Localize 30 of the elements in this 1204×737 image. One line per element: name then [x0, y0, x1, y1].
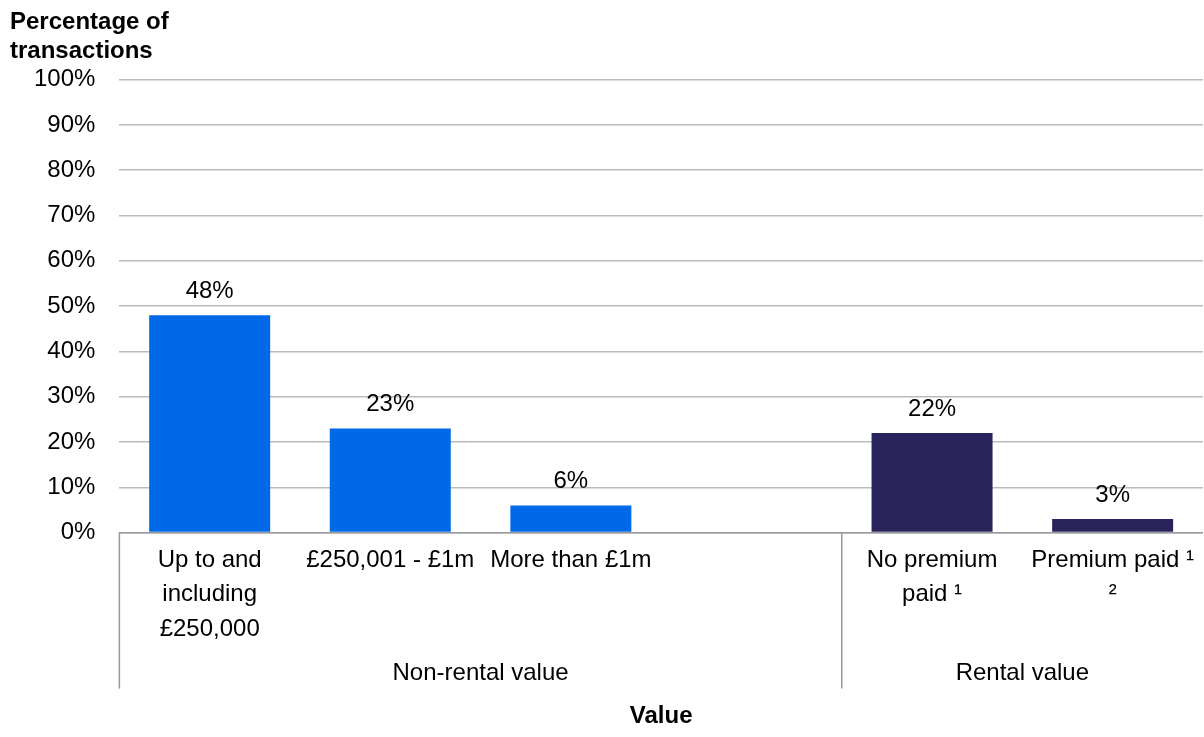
- text: Non-rental value: [392, 658, 569, 686]
- data-label: 22%: [908, 393, 957, 421]
- y-tick-label: 0%: [60, 517, 96, 545]
- data-label: 6%: [553, 466, 589, 494]
- x-tick-label: More than £1m: [490, 544, 652, 572]
- x-axis-title: Value: [629, 701, 693, 729]
- bar: [149, 315, 271, 532]
- bar: [329, 428, 451, 532]
- x-tick-label: Up to and including £250,000: [157, 544, 262, 642]
- data-label: 23%: [366, 389, 415, 417]
- y-tick-label: 90%: [47, 109, 96, 137]
- y-tick-label: 10%: [47, 471, 96, 499]
- x-tick-label: Premium paid ¹ ²: [1031, 544, 1195, 607]
- y-tick-label: 100%: [33, 64, 96, 92]
- y-tick-label: 50%: [47, 290, 96, 318]
- bar: [510, 505, 632, 532]
- x-tick-label: £250,001 - £1m: [306, 544, 475, 572]
- y-axis-title: Percentage of transactions: [10, 7, 170, 63]
- y-tick-label: 30%: [47, 381, 96, 409]
- y-tick-label: 20%: [47, 426, 96, 454]
- y-tick-label: 60%: [47, 245, 96, 273]
- y-tick-label: 40%: [47, 336, 96, 364]
- bar: [1052, 519, 1174, 532]
- data-label: 48%: [185, 275, 234, 303]
- bar: [871, 432, 993, 532]
- text: Rental value: [955, 658, 1090, 686]
- y-tick-label: 70%: [47, 200, 96, 228]
- x-tick-label: No premium paid ¹: [866, 544, 998, 607]
- y-tick-label: 80%: [47, 154, 96, 182]
- data-label: 3%: [1095, 479, 1130, 507]
